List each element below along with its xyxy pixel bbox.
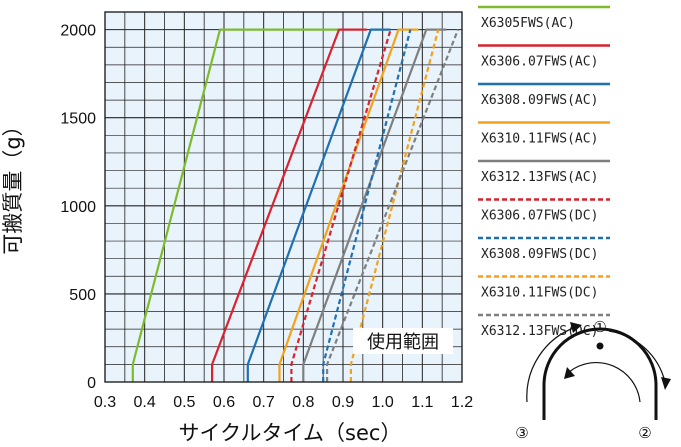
x-tick-label: 0.6 xyxy=(213,394,235,411)
diagram-label-3: ③ xyxy=(515,424,528,442)
x-tick-label: 0.5 xyxy=(173,394,195,411)
legend-entry: X6312.13FWS(AC) xyxy=(481,170,598,185)
axis-layer: 0.3 0.4 0.5 0.6 0.7 0.8 0.9 1.0 1.1 1.2 0 500 1000 15… xyxy=(60,11,473,411)
legend-entry: X6312.13FWS(DC) xyxy=(481,324,598,339)
plot-frame xyxy=(104,11,463,383)
range-annotation: 使用範囲 xyxy=(353,328,453,354)
y-tick-label: 1000 xyxy=(60,199,96,216)
y-tick-label: 2000 xyxy=(60,23,96,40)
legend-entry: X6306.07FWS(AC) xyxy=(481,55,598,70)
y-axis-title: 可搬質量（g） xyxy=(1,115,25,254)
series-line xyxy=(326,29,460,382)
range-label-bg xyxy=(353,328,453,354)
series-line xyxy=(246,28,391,382)
series-line xyxy=(131,28,339,382)
diagram-label-1: ① xyxy=(593,318,606,336)
x-tick-label: 1.2 xyxy=(451,394,473,411)
legend-entry: X6305FWS(AC) xyxy=(481,16,575,31)
diagram-label-2: ② xyxy=(638,424,651,442)
motion-arrow-left-outer-head xyxy=(570,322,582,333)
series-line xyxy=(302,28,447,382)
plot-grid xyxy=(104,11,463,382)
legend-entry: X6310.11FWS(DC) xyxy=(481,286,598,301)
motion-arrow-right-arc xyxy=(608,330,666,383)
x-tick-label: 0.4 xyxy=(134,394,156,411)
x-tick-label: 1.1 xyxy=(411,394,433,411)
motion-arrow-inner-arc xyxy=(568,361,641,403)
legend-entry: X6306.07FWS(DC) xyxy=(481,209,598,224)
motion-path-arc xyxy=(542,327,658,420)
series-line xyxy=(278,28,419,382)
y-tick-label: 0 xyxy=(87,375,96,392)
x-tick-label: 1.0 xyxy=(372,394,394,411)
x-tick-label: 0.3 xyxy=(94,394,116,411)
x-tick-label: 0.7 xyxy=(253,394,275,411)
series-line xyxy=(322,29,412,382)
series-line xyxy=(211,28,367,382)
x-tick-label: 0.9 xyxy=(332,394,354,411)
motion-arrow-inner-head xyxy=(564,367,575,379)
y-tick-label: 500 xyxy=(69,287,96,304)
motion-arrow-left-outer-arc xyxy=(526,326,577,403)
range-label: 使用範囲 xyxy=(367,332,439,353)
legend: X6305FWS(AC) X6306.07FWS(AC) X6308.09FWS(A… xyxy=(478,5,610,339)
legend-entry: X6310.11FWS(AC) xyxy=(481,132,598,147)
series-line xyxy=(349,29,440,382)
x-tick-label: 0.8 xyxy=(292,394,314,411)
y-tick-label: 1500 xyxy=(60,111,96,128)
motion-path-diagram: ① ② ③ xyxy=(515,318,671,442)
x-axis-title: サイクルタイム（sec） xyxy=(179,421,402,445)
legend-entry: X6308.09FWS(DC) xyxy=(481,247,598,262)
legend-entry: X6308.09FWS(AC) xyxy=(481,93,598,108)
series-line xyxy=(290,29,392,382)
motion-arrow-right-head xyxy=(661,377,671,390)
motion-path-midpoint xyxy=(596,342,604,350)
series-layer xyxy=(131,28,460,382)
